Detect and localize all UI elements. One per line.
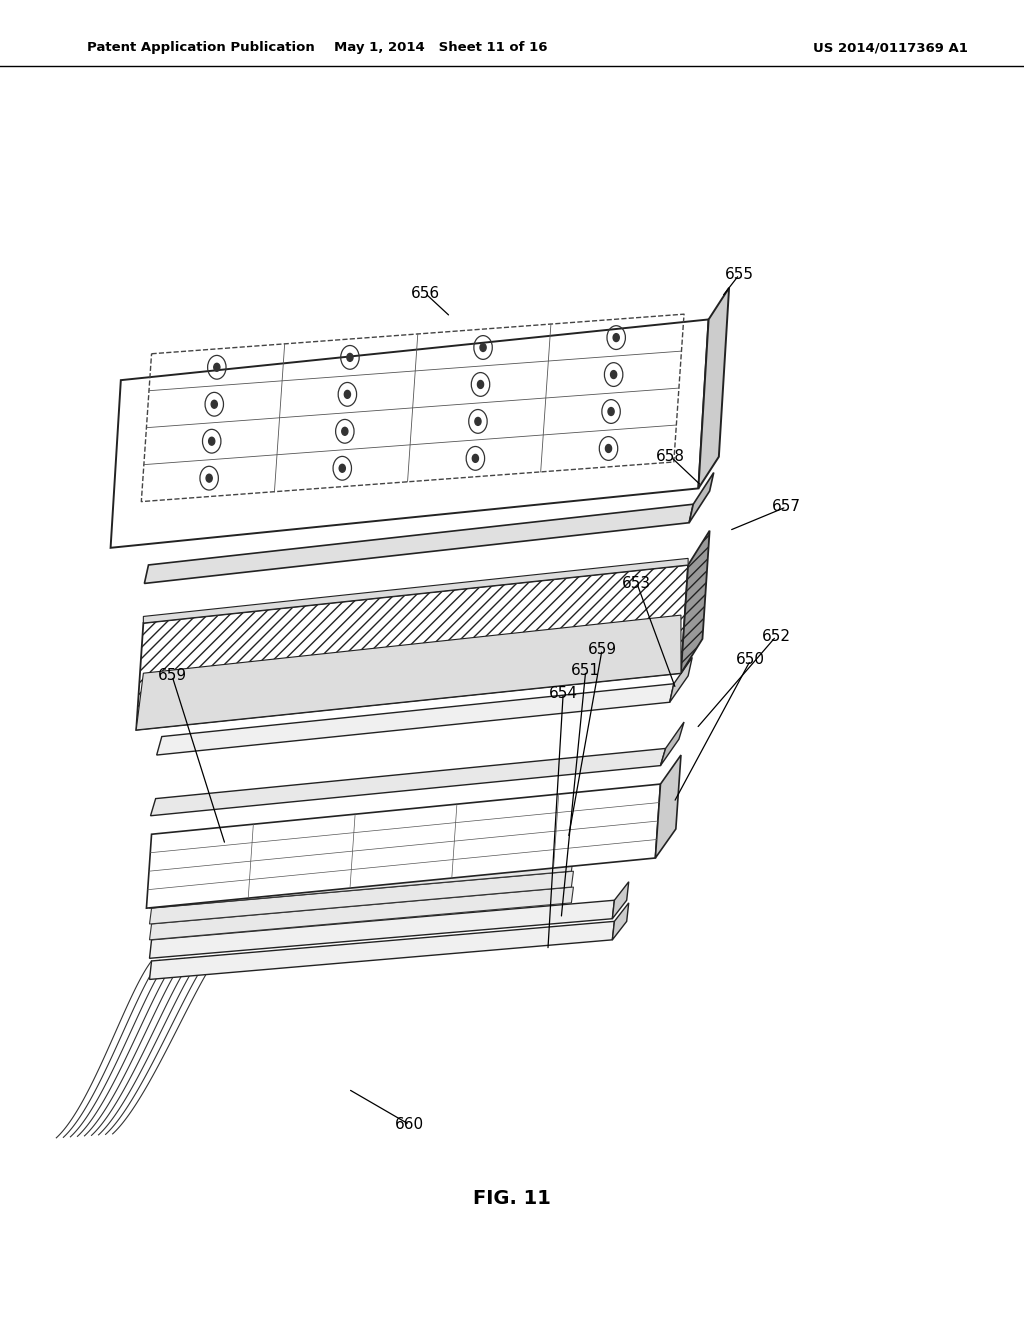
Circle shape [209,437,215,445]
Circle shape [605,445,611,453]
Polygon shape [150,921,614,979]
Text: Patent Application Publication: Patent Application Publication [87,41,314,54]
Text: 653: 653 [623,576,651,591]
Circle shape [610,371,616,379]
Polygon shape [143,558,688,623]
Polygon shape [655,755,681,858]
Circle shape [472,454,478,462]
Polygon shape [150,900,614,958]
Circle shape [480,343,486,351]
Text: 654: 654 [549,685,578,701]
Text: US 2014/0117369 A1: US 2014/0117369 A1 [813,41,969,54]
Circle shape [608,408,614,416]
Text: 660: 660 [395,1117,424,1133]
Polygon shape [689,473,714,523]
Polygon shape [157,684,674,755]
Circle shape [211,400,217,408]
Circle shape [206,474,212,482]
Polygon shape [150,855,573,908]
Polygon shape [612,903,629,940]
Text: 657: 657 [772,499,801,515]
Polygon shape [612,882,629,919]
Circle shape [613,334,620,342]
Polygon shape [681,531,710,673]
Polygon shape [111,319,709,548]
Text: 658: 658 [656,449,685,465]
Text: 652: 652 [762,628,791,644]
Polygon shape [146,784,660,908]
Circle shape [477,380,483,388]
Text: 656: 656 [411,285,439,301]
Text: 651: 651 [571,663,600,678]
Circle shape [342,428,348,436]
Text: FIG. 11: FIG. 11 [473,1189,551,1208]
Polygon shape [660,722,684,766]
Text: 655: 655 [725,267,754,282]
Circle shape [214,363,220,371]
Text: 659: 659 [158,668,186,684]
Polygon shape [136,615,681,730]
Polygon shape [150,871,573,924]
Polygon shape [144,504,693,583]
Polygon shape [151,748,666,816]
Text: 659: 659 [588,642,616,657]
Circle shape [344,391,350,399]
Circle shape [339,465,345,473]
Polygon shape [150,840,573,892]
Polygon shape [698,288,729,488]
Text: May 1, 2014   Sheet 11 of 16: May 1, 2014 Sheet 11 of 16 [334,41,547,54]
Text: 650: 650 [736,652,765,668]
Circle shape [347,354,353,362]
Polygon shape [136,565,688,730]
Polygon shape [150,887,573,940]
Polygon shape [670,657,692,702]
Circle shape [475,417,481,425]
